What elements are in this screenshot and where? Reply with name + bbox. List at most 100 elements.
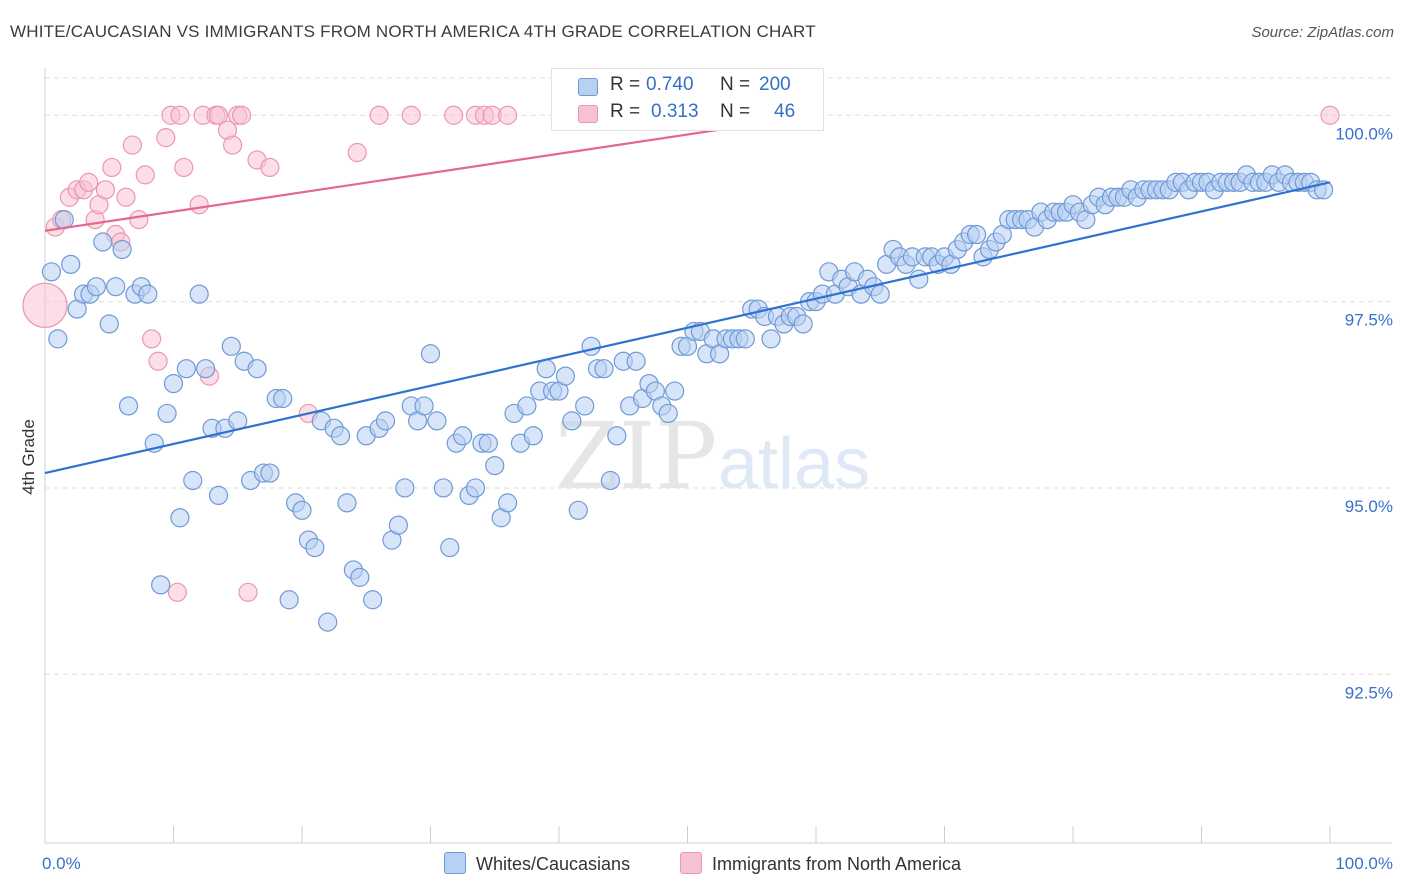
pink-data-point	[156, 128, 176, 148]
blue-data-point	[465, 478, 486, 498]
blue-data-point	[279, 590, 299, 610]
watermark-zip: ZIP	[555, 403, 717, 510]
pink-data-point	[260, 157, 280, 178]
pink-data-point	[347, 142, 367, 163]
pink-data-point	[122, 135, 142, 155]
pink-data-point	[170, 105, 190, 125]
y-axis-label: 4th Grade	[19, 419, 38, 495]
blue-data-point	[375, 411, 396, 431]
blue-data-point	[536, 359, 556, 379]
blue-data-point	[106, 277, 126, 297]
blue-data-point	[170, 508, 190, 528]
pink-data-point	[1320, 105, 1340, 125]
bottom-legend-label-blue: Whites/Caucasians	[476, 854, 631, 874]
blue-data-point	[41, 262, 62, 282]
bottom-legend-swatch-pink	[680, 852, 702, 874]
source-label: Source: ZipAtlas.com	[1251, 24, 1394, 41]
pink-data-point	[223, 135, 243, 155]
y-tick-label: 100.0%	[1335, 124, 1393, 143]
series-whites-points	[41, 165, 1334, 632]
legend-n-label: N =	[720, 74, 751, 95]
pink-data-point	[22, 282, 68, 328]
chart-title: WHITE/CAUCASIAN VS IMMIGRANTS FROM NORTH…	[10, 22, 816, 41]
bottom-legend-blue: Whites/Caucasians	[444, 852, 630, 875]
blue-data-point	[350, 567, 370, 587]
blue-trend-line	[44, 181, 1331, 475]
pink-data-point	[167, 582, 187, 602]
blue-data-point	[440, 537, 460, 558]
blue-data-point	[151, 575, 171, 595]
blue-data-point	[118, 396, 139, 416]
blue-data-point	[163, 374, 184, 394]
blue-data-point	[427, 411, 447, 431]
tick-labels: 92.5% 95.0% 97.5% 100.0% 0.0% 100.0%	[42, 124, 1393, 873]
blue-data-point	[388, 515, 408, 535]
pink-data-point	[498, 105, 518, 125]
blue-data-point	[176, 359, 196, 379]
correlation-legend: R = 0.740 N = 200 R = 0.313 N = 46	[551, 68, 824, 131]
pink-trend-line	[44, 114, 817, 232]
y-tick-label: 92.5%	[1345, 683, 1393, 702]
blue-data-point	[498, 493, 518, 513]
pink-data-point	[95, 180, 115, 200]
legend-r-label: R =	[610, 101, 641, 122]
legend-swatch-blue	[578, 78, 598, 96]
blue-data-point	[208, 485, 229, 506]
blue-data-point	[478, 433, 498, 453]
blue-data-point	[600, 470, 621, 491]
legend-n-label: N =	[720, 101, 751, 122]
pink-data-point	[79, 172, 99, 192]
blue-data-point	[626, 351, 646, 371]
pink-data-point	[232, 105, 252, 125]
blue-data-point	[581, 336, 601, 356]
y-tick-label: 95.0%	[1345, 497, 1393, 516]
blue-data-point	[562, 411, 582, 431]
blue-data-point	[485, 455, 505, 476]
blue-data-point	[555, 366, 576, 386]
blue-data-point	[395, 478, 415, 498]
blue-data-point	[112, 239, 132, 260]
bottom-legend-swatch-blue	[444, 852, 466, 874]
blue-data-point	[607, 426, 627, 446]
pink-data-point	[369, 105, 389, 125]
blue-data-point	[157, 403, 177, 424]
pink-data-point	[444, 105, 464, 125]
pink-data-point	[238, 582, 258, 602]
blue-data-point	[523, 426, 543, 446]
blue-data-point	[48, 329, 68, 349]
blue-data-point	[568, 500, 588, 520]
blue-data-point	[138, 284, 158, 304]
pink-data-point	[116, 187, 136, 207]
blue-data-point	[189, 284, 209, 304]
blue-data-point	[420, 344, 441, 364]
bottom-legend-pink: Immigrants from North America	[680, 852, 961, 875]
watermark-atlas: atlas	[718, 424, 870, 504]
blue-data-point	[273, 388, 293, 409]
blue-data-point	[99, 314, 119, 334]
blue-data-point	[575, 396, 595, 416]
axes	[44, 68, 1392, 844]
blue-data-point	[594, 359, 614, 379]
trend-lines	[44, 114, 1331, 475]
blue-data-point	[183, 470, 203, 491]
blue-data-point	[665, 381, 685, 401]
blue-data-point	[93, 232, 113, 252]
blue-data-point	[414, 396, 434, 416]
pink-data-point	[102, 157, 122, 178]
blue-data-point	[292, 500, 312, 520]
blue-data-point	[870, 284, 890, 304]
pink-data-point	[208, 105, 229, 125]
blue-data-point	[86, 277, 107, 297]
blue-data-point	[318, 612, 338, 632]
legend-swatch-pink	[578, 105, 598, 123]
x-tick-label: 0.0%	[42, 854, 81, 873]
blue-data-point	[221, 336, 241, 356]
blue-data-point	[330, 426, 351, 446]
watermark: ZIP atlas	[555, 403, 870, 510]
blue-data-point	[196, 359, 216, 379]
pink-data-point	[148, 351, 168, 371]
y-tick-label: 97.5%	[1345, 311, 1393, 330]
blue-data-point	[735, 329, 755, 349]
bottom-legend-label-pink: Immigrants from North America	[712, 854, 962, 874]
pink-data-point	[189, 195, 209, 215]
